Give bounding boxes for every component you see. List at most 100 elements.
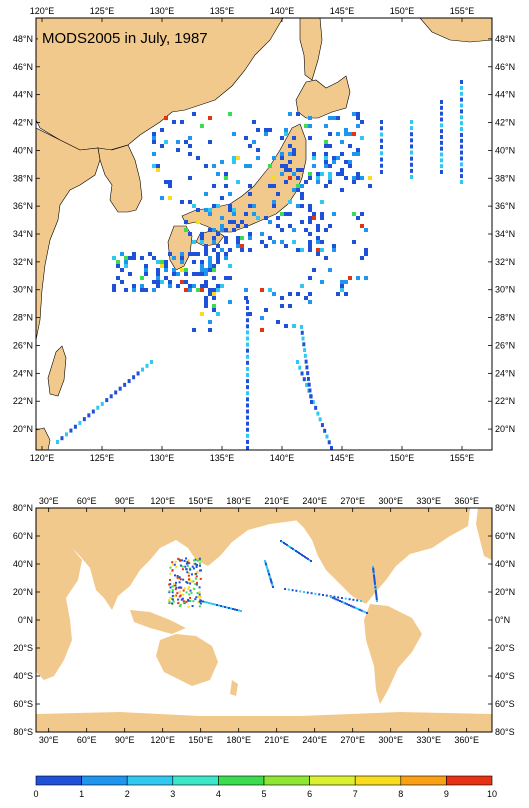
observation-cell <box>280 240 284 244</box>
observation-cell <box>256 128 260 132</box>
observation-cell <box>288 112 292 116</box>
colorbar-segment <box>172 775 219 786</box>
observation-cell <box>351 605 354 608</box>
colorbar-segment <box>309 775 356 786</box>
observation-cell <box>264 560 266 562</box>
observation-cell <box>180 256 184 260</box>
observation-cell <box>460 150 463 155</box>
observation-cell <box>316 411 320 416</box>
observation-cell <box>352 212 356 216</box>
observation-cell <box>280 296 284 300</box>
observation-cell <box>380 170 383 174</box>
top-lat-label-right: 28°N <box>495 313 515 323</box>
observation-cell <box>196 592 199 595</box>
observation-cell <box>292 228 296 232</box>
observation-cell <box>300 204 304 208</box>
observation-cell <box>353 606 356 609</box>
observation-cell <box>316 176 320 180</box>
observation-cell <box>440 146 443 151</box>
observation-cell <box>116 264 120 268</box>
global-lon-label-top: 300°E <box>378 496 403 506</box>
observation-cell <box>171 585 174 588</box>
colorbar-label: 8 <box>398 789 403 799</box>
observation-cell <box>200 264 204 268</box>
observation-cell <box>268 288 272 292</box>
observation-cell <box>280 152 284 156</box>
observation-cell <box>182 578 185 581</box>
observation-cell <box>340 288 344 292</box>
observation-cell <box>332 156 336 160</box>
observation-cell <box>308 124 312 128</box>
observation-cell <box>152 132 156 136</box>
observation-cell <box>178 581 181 584</box>
observation-cell <box>440 117 443 122</box>
observation-cell <box>356 152 360 156</box>
observation-cell <box>373 574 375 577</box>
observation-cell <box>112 288 116 292</box>
observation-cell <box>216 604 218 606</box>
japan-region-map: 120°E 120°E 125°E 125°E 130°E 130°E 135°E 135°E… <box>13 6 515 463</box>
observation-cell <box>192 328 196 332</box>
observation-cell <box>195 565 198 568</box>
observation-cell <box>324 124 328 128</box>
global-lat-label-right: 80°N <box>495 503 515 513</box>
observation-cell <box>308 208 312 212</box>
observation-cell <box>120 252 124 256</box>
observation-cell <box>328 164 332 168</box>
observation-cell <box>460 103 463 108</box>
observation-cell <box>228 276 232 280</box>
observation-cell <box>340 188 344 192</box>
antarctica-land <box>36 712 492 732</box>
observation-cell <box>198 593 201 596</box>
observation-cell <box>344 280 348 284</box>
observation-cell <box>440 105 443 110</box>
observation-cell <box>204 296 208 300</box>
observation-cell <box>360 609 363 612</box>
observation-cell <box>304 296 308 300</box>
observation-cell <box>410 162 413 167</box>
observation-cell <box>364 248 368 252</box>
observation-cell <box>228 248 232 252</box>
observation-cell <box>204 601 206 603</box>
observation-cell <box>246 360 249 365</box>
observation-cell <box>132 252 136 256</box>
observation-cell <box>300 196 304 200</box>
global-lon-label-bottom: 240°E <box>302 735 327 745</box>
observation-cell <box>344 292 348 296</box>
observation-cell <box>460 174 463 179</box>
observation-cell <box>169 586 172 589</box>
observation-cell <box>200 268 204 272</box>
observation-cell <box>348 276 352 280</box>
observation-cell <box>293 549 296 551</box>
top-lon-label-bottom: 120°E <box>30 453 55 463</box>
observation-cell <box>204 248 208 252</box>
observation-cell <box>332 244 336 248</box>
observation-cell <box>276 192 280 196</box>
observation-cell <box>208 602 210 604</box>
observation-cell <box>181 597 184 600</box>
observation-cell <box>118 386 122 391</box>
observation-cell <box>374 589 377 592</box>
observation-cell <box>292 152 296 156</box>
observation-cell <box>296 360 299 364</box>
observation-cell <box>180 120 184 124</box>
observation-cell <box>287 588 290 591</box>
north-america-land <box>296 508 470 604</box>
top-lat-label-left: 36°N <box>13 201 33 211</box>
observation-cell <box>187 562 190 565</box>
observation-cell <box>189 582 192 585</box>
colorbar-label: 3 <box>170 789 175 799</box>
observation-cell <box>364 252 368 256</box>
observation-cell <box>188 284 192 288</box>
observation-cell <box>320 216 324 220</box>
observation-cell <box>187 598 190 601</box>
observation-cell <box>199 595 202 598</box>
observation-cell <box>198 564 201 567</box>
observation-cell <box>374 584 377 587</box>
observation-cell <box>246 446 249 450</box>
global-lon-label-bottom: 180°E <box>226 735 251 745</box>
observation-cell <box>301 336 305 341</box>
observation-cell <box>357 608 359 610</box>
observation-cell <box>160 260 164 264</box>
top-map-ticks: 120°E 120°E 125°E 125°E 130°E 130°E 135°E 135°E… <box>13 6 515 463</box>
